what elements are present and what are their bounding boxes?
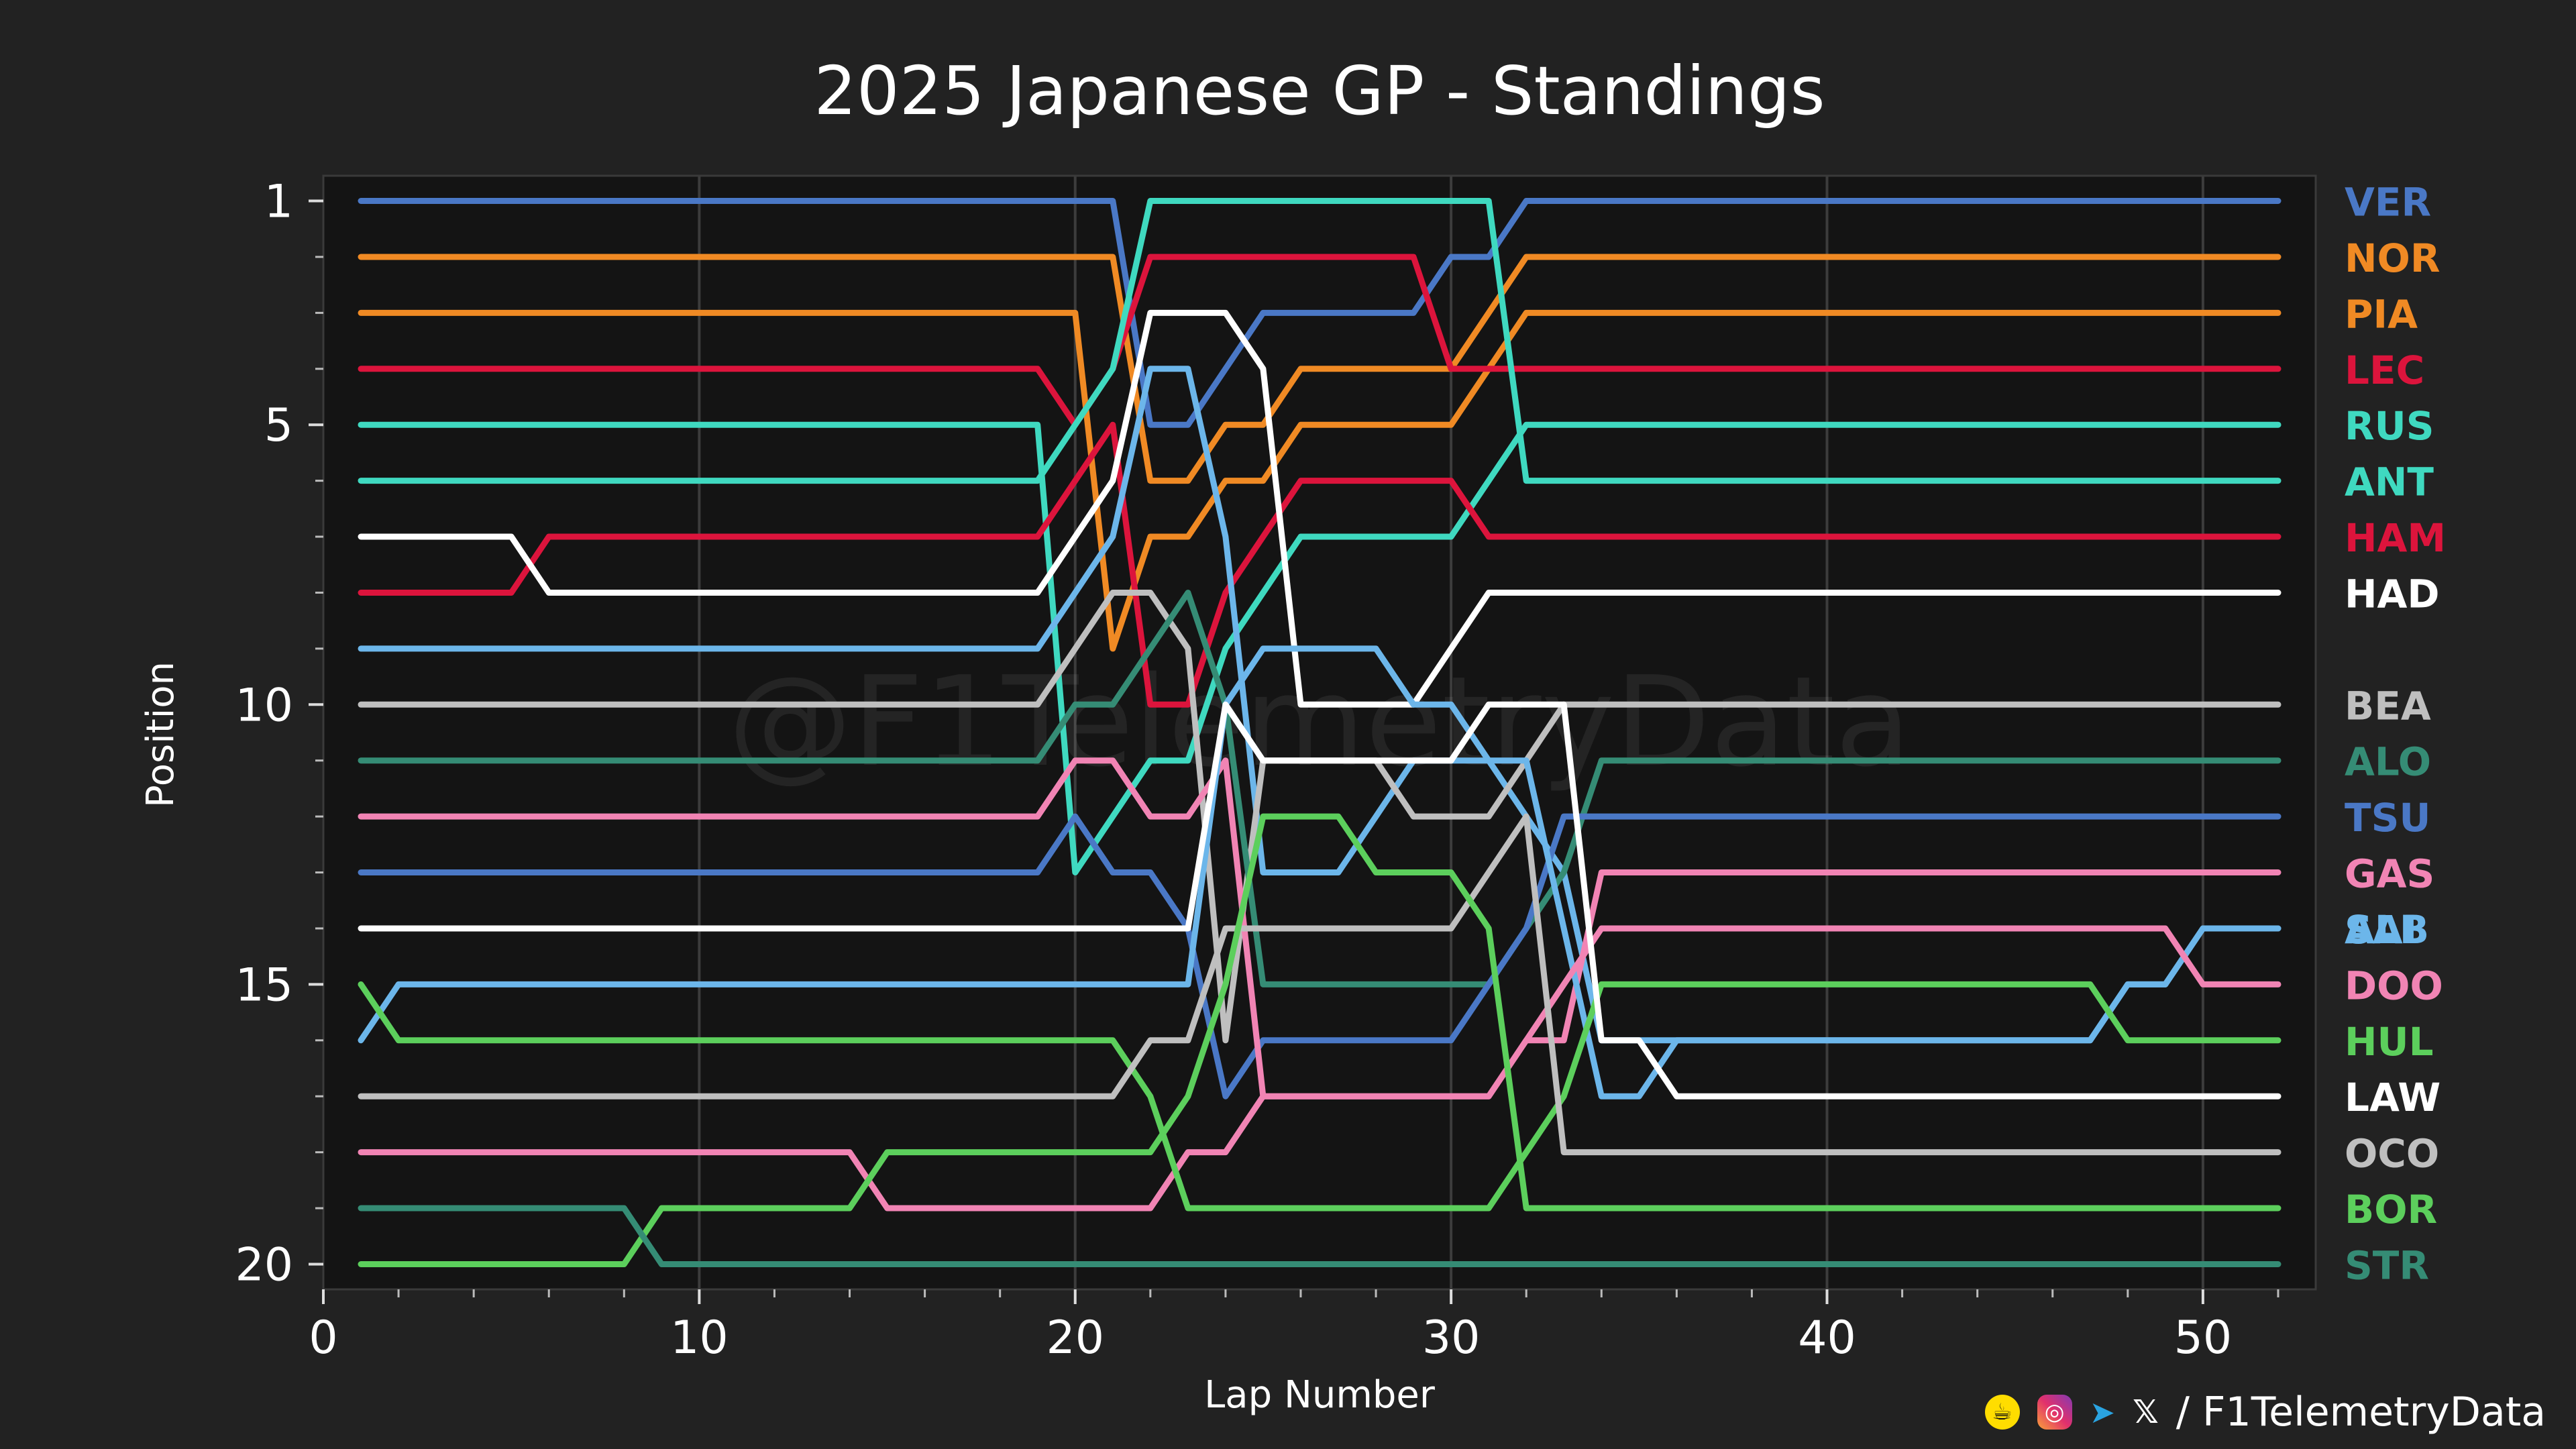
series-line-ver: [358, 198, 2282, 428]
series-line-rus: [358, 421, 2282, 875]
plot-frame: [322, 174, 2317, 1291]
x-axis-label: Lap Number: [1204, 1373, 1436, 1417]
watermark: @F1TelemetryData: [728, 649, 1911, 794]
series-line-str: [358, 1205, 2282, 1267]
driver-label-law: LAW: [2345, 1075, 2440, 1120]
series-line-sai: [358, 645, 2282, 1099]
driver-label-str: STR: [2345, 1242, 2429, 1288]
series-line-hul: [358, 981, 2282, 1212]
driver-label-alb: ALB: [2345, 907, 2429, 953]
y-tick-label: 10: [235, 679, 293, 732]
buymeacoffee-icon[interactable]: ☕: [1984, 1395, 2020, 1430]
x-tick-label: 0: [309, 1311, 337, 1364]
driver-label-ver: VER: [2345, 180, 2431, 225]
driver-label-oco: OCO: [2345, 1131, 2439, 1177]
chart-title: 2025 Japanese GP - Standings: [814, 52, 1825, 130]
driver-label-gas: GAS: [2345, 851, 2434, 897]
series-line-oco: [358, 813, 2282, 1156]
driver-label-lec: LEC: [2345, 347, 2424, 393]
series-lines: [358, 198, 2282, 1267]
instagram-icon[interactable]: ◎: [2037, 1395, 2072, 1430]
series-line-tsu: [358, 813, 2282, 1099]
x-tick-label: 40: [1798, 1311, 1856, 1364]
social-handle: / F1TelemetryData: [2176, 1389, 2546, 1436]
y-tick-label: 15: [235, 959, 293, 1012]
y-tick-label: 20: [235, 1238, 293, 1291]
driver-label-rus: RUS: [2345, 403, 2434, 449]
y-tick-label: 5: [264, 399, 293, 452]
series-line-alo: [358, 590, 2282, 987]
y-tick-label: 1: [264, 176, 293, 229]
series-line-lec: [358, 254, 2282, 428]
plot-background: [323, 176, 2316, 1289]
driver-labels: VER NOR PIA LEC RUS ANT HAM HAD ALB BEA ALO TSU GAS S…: [2345, 180, 2446, 1289]
footer: ☕ ◎ ➤ 𝕏 / F1TelemetryData: [1984, 1389, 2546, 1436]
x-tick-label: 50: [2174, 1311, 2233, 1364]
driver-label-ant: ANT: [2345, 460, 2434, 505]
series-line-nor: [358, 254, 2282, 484]
driver-label-tsu: TSU: [2345, 795, 2430, 841]
driver-label-alo: ALO: [2345, 739, 2431, 785]
x-tick-label: 10: [670, 1311, 729, 1364]
driver-label-had: HAD: [2345, 571, 2440, 616]
driver-label-doo: DOO: [2345, 963, 2443, 1008]
series-line-doo: [358, 925, 2282, 1212]
y-axis-label: Position: [139, 661, 182, 808]
series-line-bor: [358, 813, 2282, 1267]
driver-label-ham: HAM: [2345, 515, 2446, 561]
driver-label-hul: HUL: [2345, 1019, 2434, 1065]
driver-label-nor: NOR: [2345, 235, 2440, 281]
telegram-icon[interactable]: ➤: [2089, 1394, 2116, 1430]
x-tick-label: 20: [1046, 1311, 1104, 1364]
series-line-ant: [358, 198, 2282, 484]
driver-label-bor: BOR: [2345, 1187, 2437, 1232]
driver-label-bea: BEA: [2345, 683, 2431, 729]
series-line-pia: [358, 309, 2282, 652]
x-icon[interactable]: 𝕏: [2133, 1393, 2159, 1431]
series-line-ham: [358, 421, 2282, 708]
series-line-law: [358, 701, 2282, 1099]
series-line-had: [358, 309, 2282, 708]
driver-label-pia: PIA: [2345, 291, 2418, 337]
x-tick-label: 30: [1422, 1311, 1481, 1364]
driver-label-sai: SAI: [2345, 907, 2417, 953]
